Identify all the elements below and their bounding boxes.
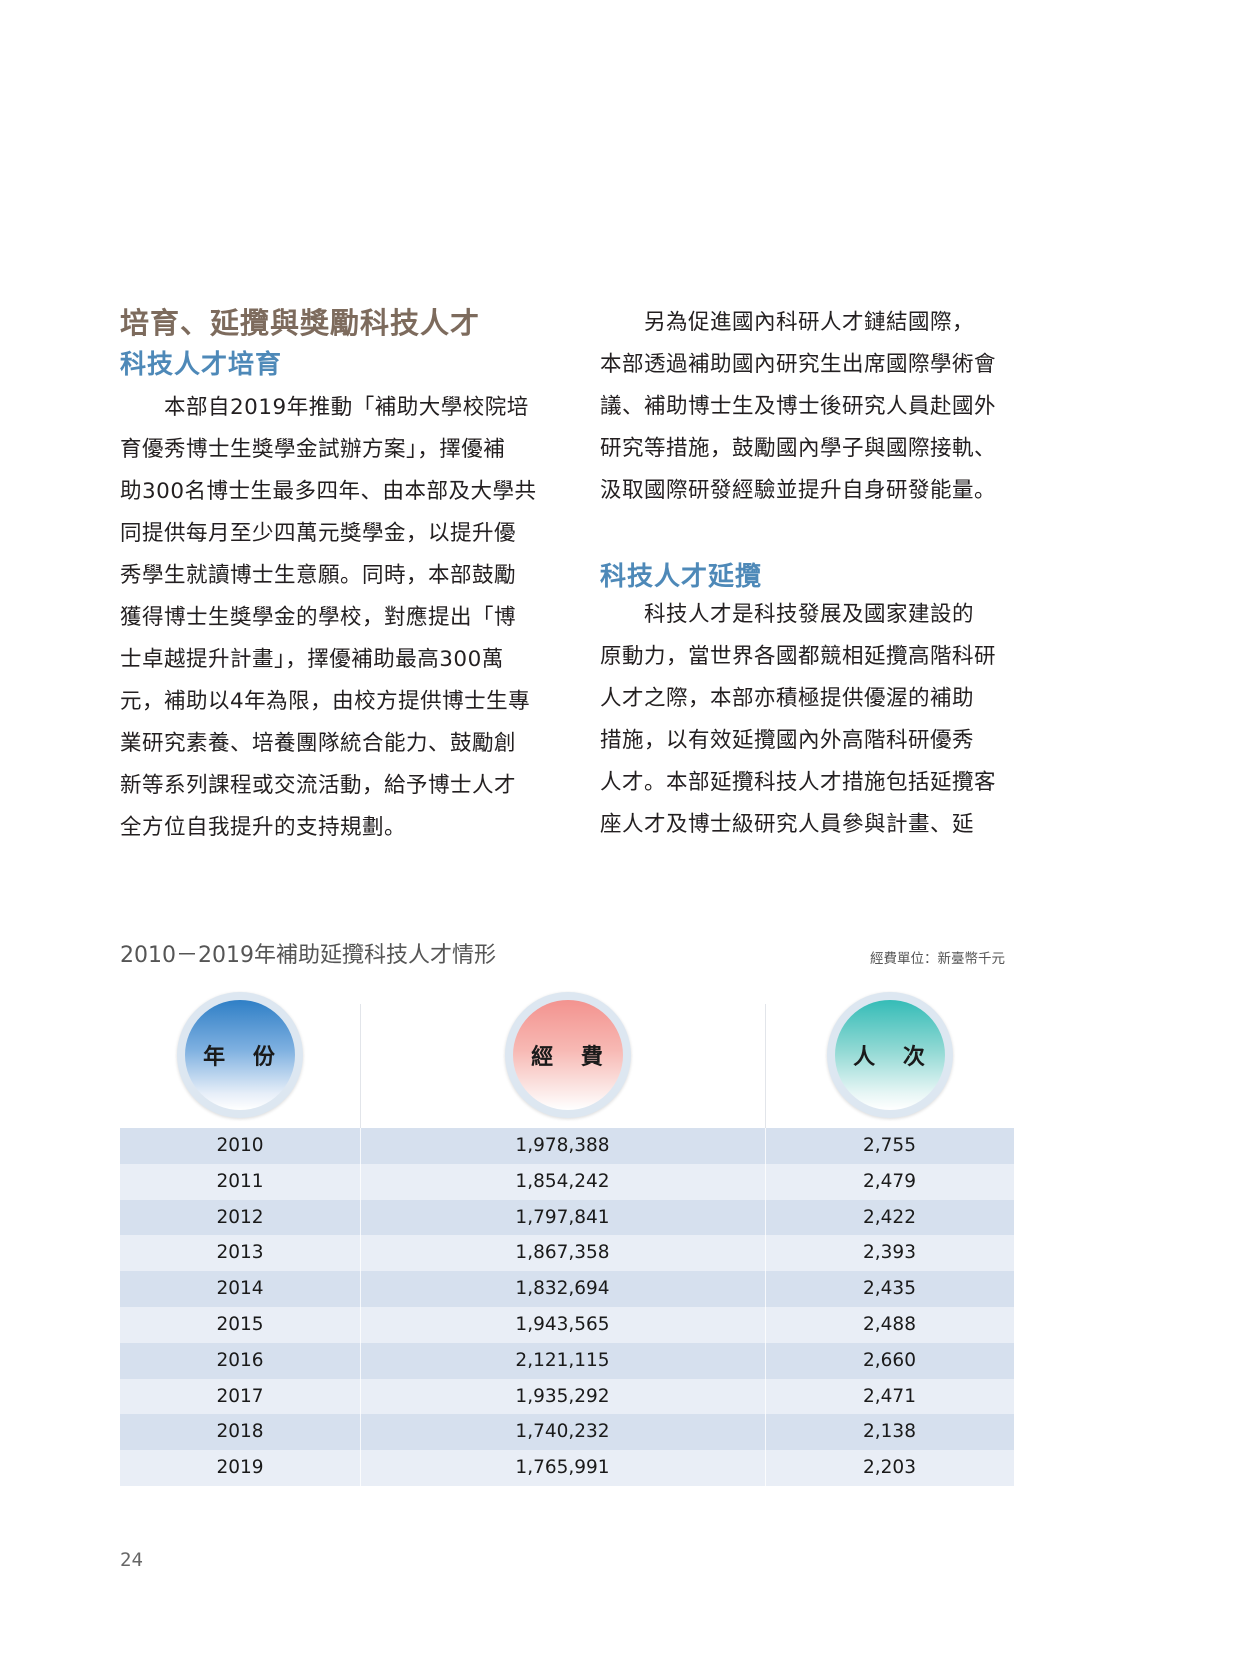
cell-year: 2014: [216, 1278, 264, 1300]
cell-persons: 2,203: [863, 1457, 916, 1479]
subheading-talent-cultivation: 科技人才培育: [120, 350, 283, 380]
table-row: 2010 1,978,388 2,755: [120, 1128, 1014, 1164]
text-line: 人才。本部延攬科技人才措施包括延攬客: [600, 770, 997, 795]
header-persons: 人 次: [827, 992, 953, 1118]
left-paragraph: 本部自2019年推動「補助大學校院培 育優秀博士生獎學金試辦方案」，擇優補 助3…: [120, 387, 540, 849]
cell-year: 2017: [216, 1385, 264, 1407]
cell-persons: 2,660: [863, 1349, 916, 1371]
header-year: 年 份: [177, 992, 303, 1118]
table-row: 2016 2,121,115 2,660: [120, 1342, 1014, 1379]
cell-persons: 2,393: [863, 1242, 916, 1264]
page-number: 24: [120, 1549, 143, 1571]
cell-funding: 1,935,292: [515, 1385, 610, 1407]
text-line: 原動力，當世界各國都競相延攬高階科研: [600, 644, 997, 669]
text-line: 業研究素養、培養團隊統合能力、鼓勵創: [120, 731, 517, 756]
text-line: 新等系列課程或交流活動，給予博士人才: [120, 773, 517, 798]
text-line: 獲得博士生獎學金的學校，對應提出「博: [120, 605, 517, 630]
cell-funding: 1,854,242: [515, 1170, 610, 1192]
table-row: 2018 1,740,232 2,138: [120, 1414, 1014, 1451]
table-row: 2011 1,854,242 2,479: [120, 1163, 1014, 1200]
cell-year: 2015: [216, 1313, 264, 1335]
text-line: 人才之際，本部亦積極提供優渥的補助: [600, 686, 975, 711]
cell-year: 2018: [216, 1421, 264, 1443]
cell-funding: 1,797,841: [515, 1206, 610, 1228]
table-row: 2017 1,935,292 2,471: [120, 1378, 1014, 1415]
cell-funding: 1,943,565: [515, 1313, 610, 1335]
subheading-talent-recruitment: 科技人才延攬: [600, 562, 763, 592]
text-line: 科技人才是科技發展及國家建設的: [644, 602, 975, 627]
text-line: 助300名博士生最多四年、由本部及大學共: [120, 479, 537, 504]
text-line: 另為促進國內科研人才鏈結國際，: [644, 310, 975, 335]
right-paragraph-recruitment: 科技人才是科技發展及國家建設的 原動力，當世界各國都競相延攬高階科研 人才之際，…: [600, 594, 1020, 846]
table-row: 2015 1,943,565 2,488: [120, 1306, 1014, 1343]
text-line: 汲取國際研發經驗並提升自身研發能量。: [600, 478, 997, 503]
cell-year: 2019: [216, 1457, 264, 1479]
table-row: 2013 1,867,358 2,393: [120, 1235, 1014, 1272]
header-persons-label: 人 次: [835, 1000, 945, 1110]
cell-persons: 2,471: [863, 1385, 916, 1407]
cell-funding: 1,978,388: [515, 1135, 610, 1156]
text-line: 座人才及博士級研究人員參與計畫、延: [600, 812, 975, 837]
right-paragraph-international: 另為促進國內科研人才鏈結國際， 本部透過補助國內研究生出席國際學術會 議、補助博…: [600, 302, 1020, 512]
header-funding: 經 費: [505, 992, 631, 1118]
text-line: 全方位自我提升的支持規劃。: [120, 815, 407, 840]
header-funding-label: 經 費: [513, 1000, 623, 1110]
table-title: 2010－2019年補助延攬科技人才情形: [120, 943, 496, 968]
cell-persons: 2,488: [863, 1313, 916, 1335]
text-line: 措施，以有效延攬國內外高階科研優秀: [600, 728, 975, 753]
text-line: 研究等措施，鼓勵國內學子與國際接軌、: [600, 436, 997, 461]
table-unit-note: 經費單位：新臺幣千元: [870, 951, 1005, 967]
cell-year: 2011: [216, 1170, 264, 1192]
cell-persons: 2,479: [863, 1170, 916, 1192]
cell-funding: 1,765,991: [515, 1457, 610, 1479]
section-title: 培育、延攬與獎勵科技人才: [120, 306, 481, 340]
cell-year: 2010: [216, 1135, 264, 1156]
text-line: 元，補助以4年為限，由校方提供博士生專: [120, 689, 531, 714]
text-line: 本部自2019年推動「補助大學校院培: [164, 395, 529, 420]
cell-persons: 2,435: [863, 1278, 916, 1300]
text-line: 士卓越提升計畫」，擇優補助最高300萬: [120, 647, 504, 672]
cell-year: 2012: [216, 1206, 264, 1228]
cell-persons: 2,138: [863, 1421, 916, 1443]
text-line: 同提供每月至少四萬元獎學金，以提升優: [120, 521, 517, 546]
table-row: 2014 1,832,694 2,435: [120, 1271, 1014, 1307]
header-year-label: 年 份: [185, 1000, 295, 1110]
text-line: 育優秀博士生獎學金試辦方案」，擇優補: [120, 437, 506, 462]
cell-persons: 2,755: [863, 1135, 916, 1156]
text-line: 秀學生就讀博士生意願。同時，本部鼓勵: [120, 563, 517, 588]
cell-year: 2016: [216, 1349, 264, 1371]
cell-funding: 1,867,358: [515, 1242, 610, 1264]
cell-year: 2013: [216, 1242, 264, 1264]
table-body: 2010 1,978,388 2,755 2011 1,854,242 2,47…: [120, 1128, 1014, 1486]
text-line: 議、補助博士生及博士後研究人員赴國外: [600, 394, 997, 419]
cell-funding: 1,740,232: [515, 1421, 610, 1443]
table-row: 2019 1,765,991 2,203: [120, 1450, 1014, 1486]
cell-funding: 1,832,694: [515, 1278, 610, 1300]
cell-funding: 2,121,115: [515, 1349, 610, 1371]
text-line: 本部透過補助國內研究生出席國際學術會: [600, 352, 997, 377]
cell-persons: 2,422: [863, 1206, 916, 1228]
table-row: 2012 1,797,841 2,422: [120, 1199, 1014, 1236]
